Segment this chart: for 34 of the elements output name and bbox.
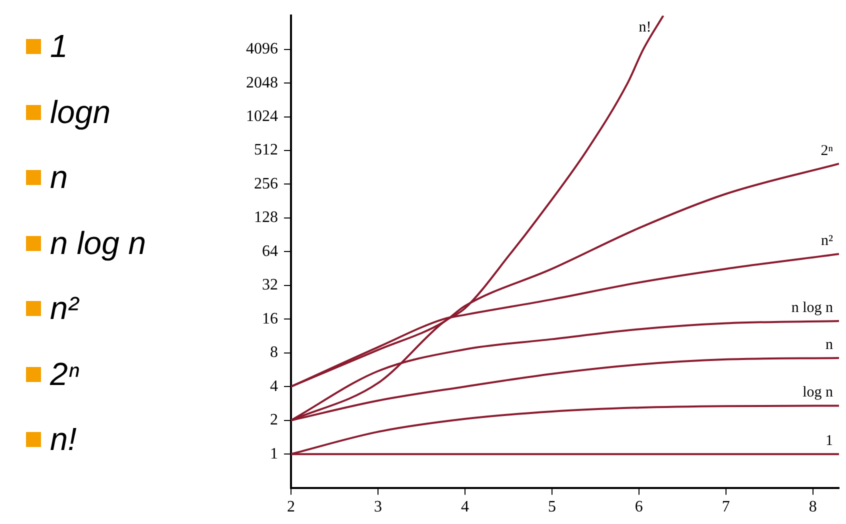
- y-tick-label: 32: [262, 276, 278, 294]
- y-tick-label: 4: [270, 378, 278, 395]
- y-tick-label: 16: [262, 310, 278, 328]
- series-label: n log n: [791, 300, 834, 316]
- y-tick-label: 64: [262, 242, 278, 260]
- y-tick-label: 128: [254, 209, 278, 226]
- y-tick-label: 1: [270, 445, 278, 462]
- series-label: log n: [802, 384, 834, 401]
- series-label: 2ⁿ: [820, 142, 834, 159]
- y-tick-label: 1024: [246, 108, 278, 125]
- text: logn: [50, 94, 110, 131]
- x-tick-label: 8: [808, 498, 817, 516]
- series-label: n!: [638, 20, 652, 36]
- series-label: n²: [821, 233, 834, 250]
- text: n!: [50, 421, 77, 458]
- text: 1: [50, 28, 68, 66]
- y-tick-label: 512: [254, 142, 278, 159]
- x-tick-label: 3: [374, 498, 382, 516]
- y-tick-label: 2: [270, 412, 278, 429]
- text: n²: [50, 290, 78, 328]
- series-label: 1: [826, 433, 833, 450]
- x-tick-label: 7: [722, 498, 730, 516]
- y-tick-label: 2048: [246, 74, 278, 92]
- x-tick-label: 6: [634, 498, 643, 516]
- x-tick-label: 2: [287, 498, 295, 516]
- text: n log n: [50, 224, 146, 262]
- y-tick-label: 8: [270, 344, 278, 362]
- series-label: n: [826, 337, 834, 354]
- text: 2ⁿ: [50, 356, 80, 393]
- x-tick-label: 5: [548, 498, 556, 516]
- y-tick-label: 4096: [246, 40, 278, 58]
- y-tick-label: 256: [254, 175, 278, 192]
- text: n: [50, 159, 68, 196]
- x-tick-label: 4: [460, 498, 469, 516]
